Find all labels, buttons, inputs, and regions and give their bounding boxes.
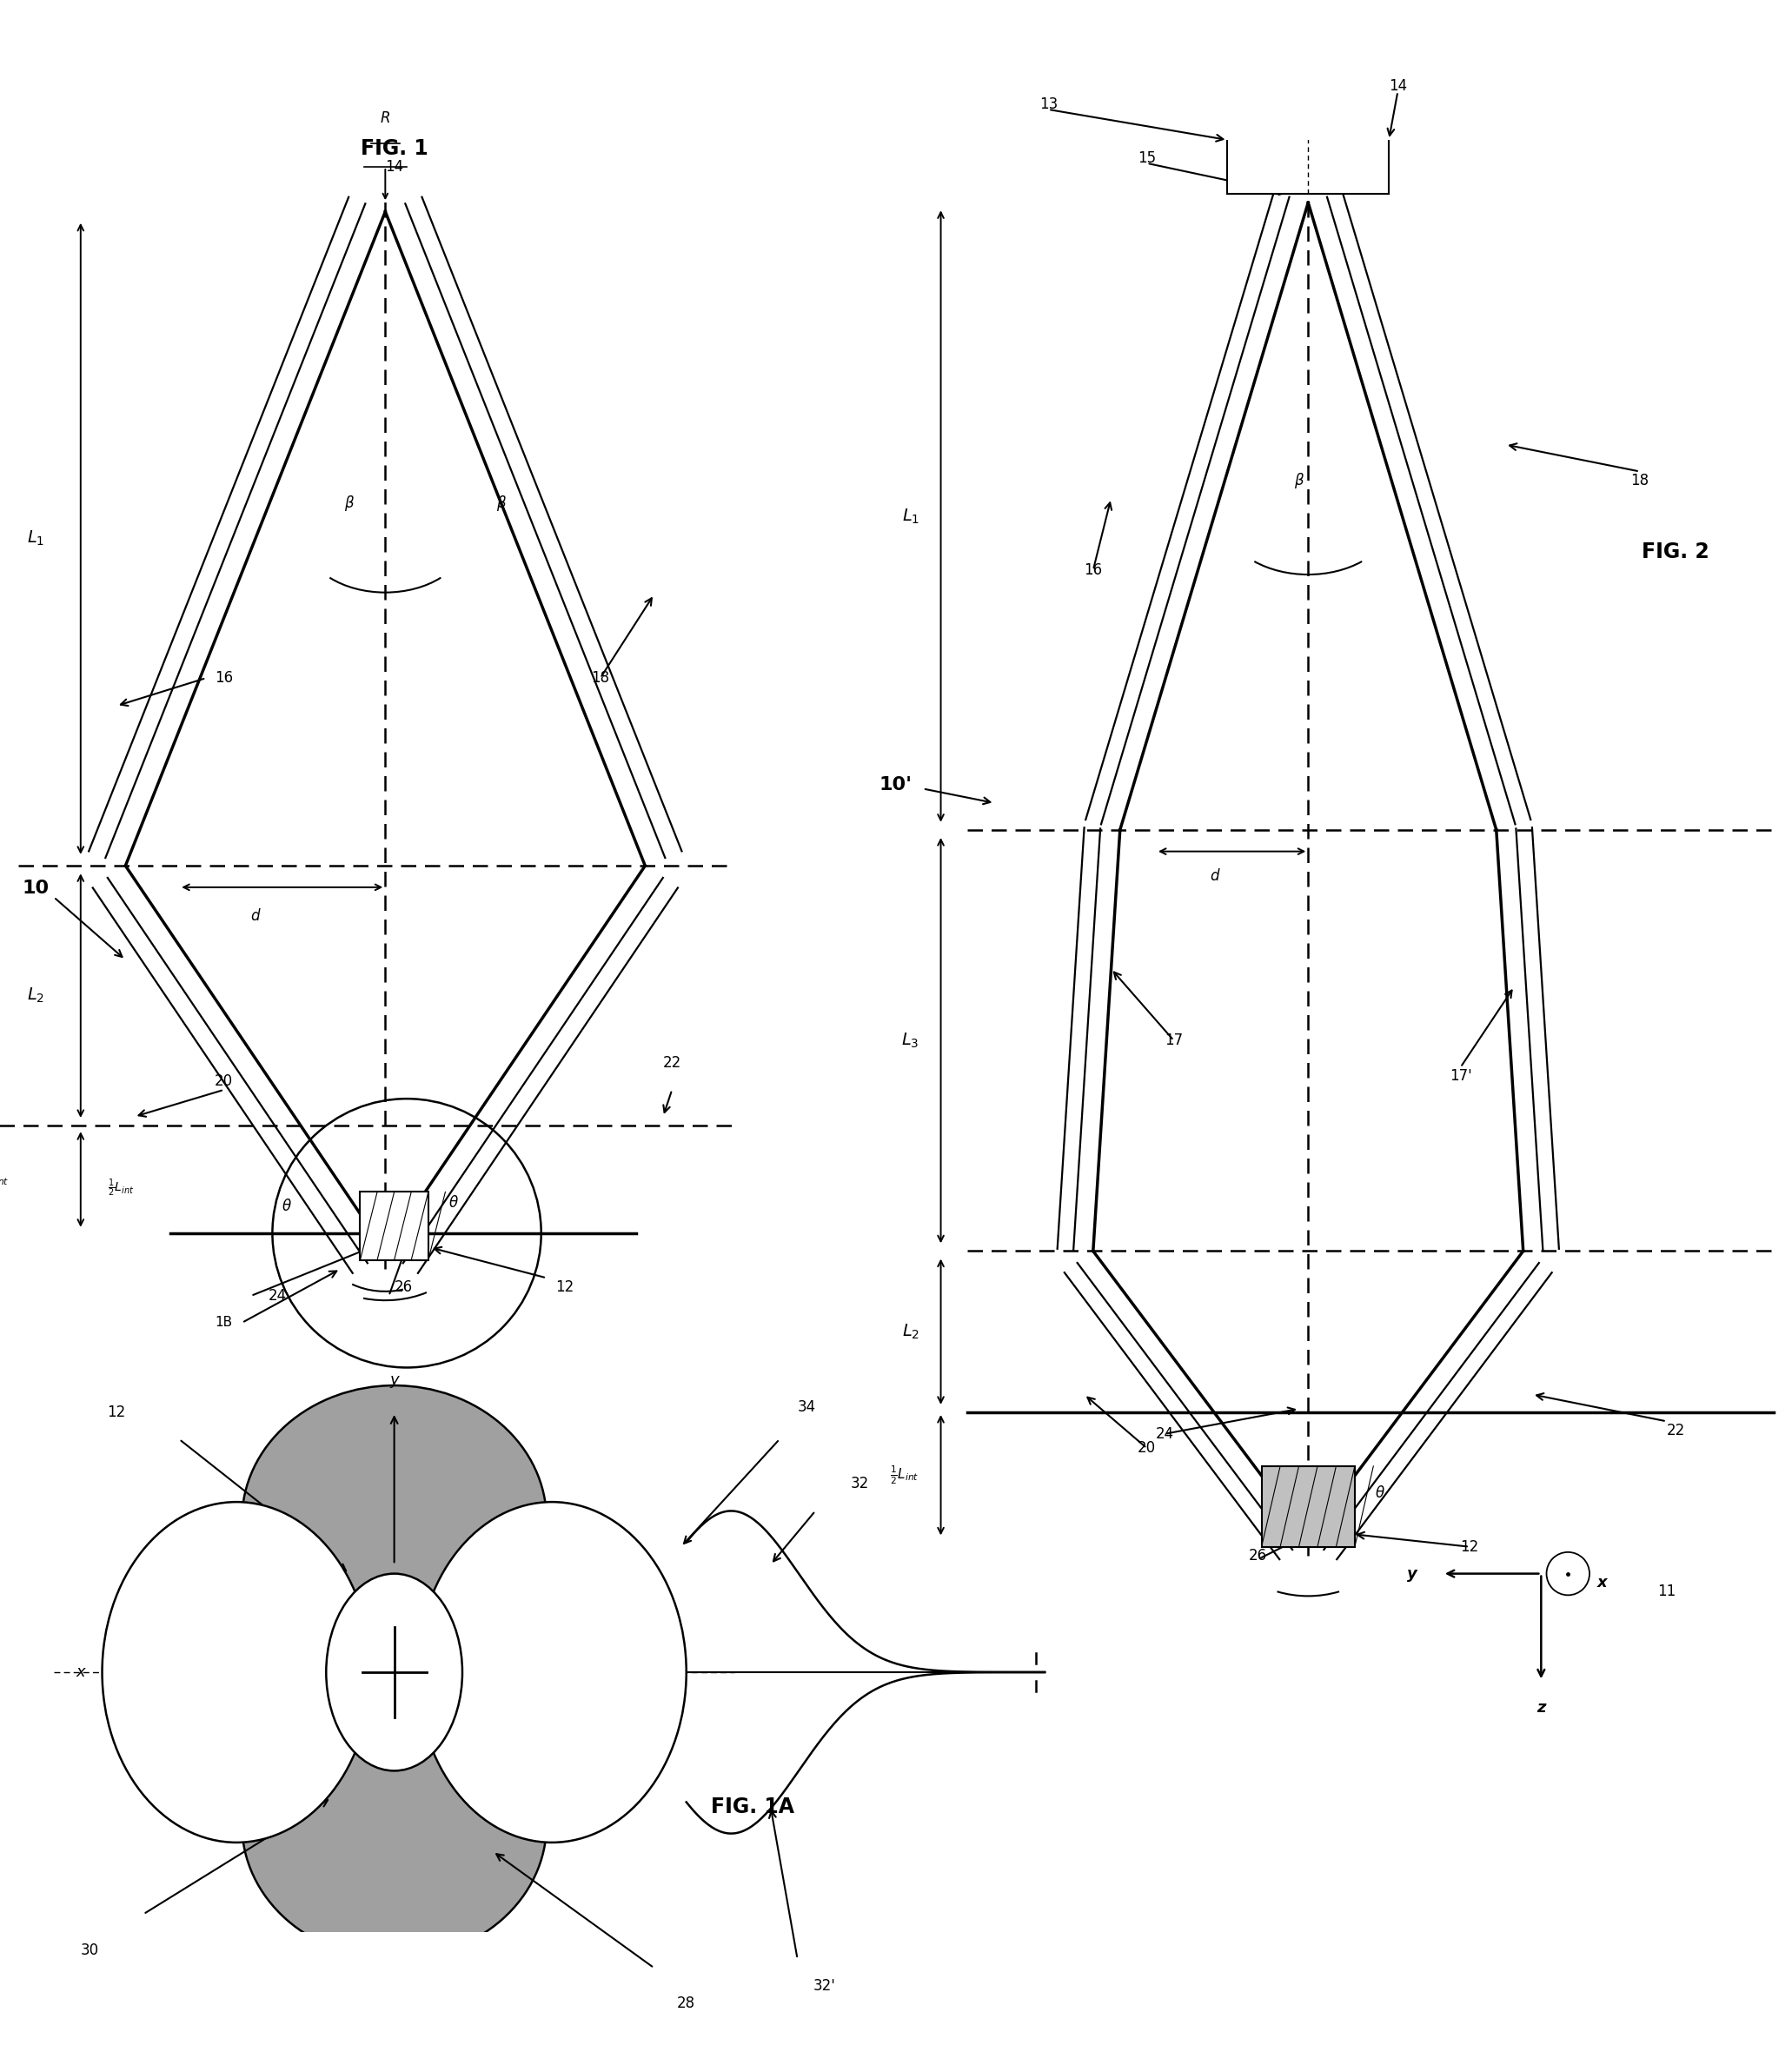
Text: y: y xyxy=(1407,1566,1417,1581)
Text: 28: 28 xyxy=(677,1995,695,2012)
Text: z: z xyxy=(1536,1701,1546,1716)
Ellipse shape xyxy=(242,1691,547,1958)
Text: $\frac{1}{2}L_{int}$: $\frac{1}{2}L_{int}$ xyxy=(108,1177,134,1200)
Text: 26: 26 xyxy=(394,1278,412,1295)
Text: 16: 16 xyxy=(215,669,233,686)
Text: 17: 17 xyxy=(1165,1032,1183,1048)
Text: $L_1$: $L_1$ xyxy=(901,508,919,526)
Text: $\beta$: $\beta$ xyxy=(1294,470,1305,489)
Text: 22: 22 xyxy=(1667,1423,1684,1438)
Text: $L_2$: $L_2$ xyxy=(901,1322,919,1341)
Text: $L_2$: $L_2$ xyxy=(27,986,45,1005)
Text: $\beta$: $\beta$ xyxy=(344,493,355,512)
Text: 10': 10' xyxy=(880,777,912,794)
Bar xyxy=(1228,77,1389,193)
Text: 11: 11 xyxy=(1658,1583,1676,1600)
Ellipse shape xyxy=(326,1573,462,1772)
Ellipse shape xyxy=(242,1386,547,1653)
Text: 34: 34 xyxy=(797,1399,815,1415)
Text: d: d xyxy=(1210,868,1219,885)
Bar xyxy=(360,1191,428,1260)
Text: 30: 30 xyxy=(81,1941,99,1958)
Text: 12: 12 xyxy=(556,1278,573,1295)
Text: 14: 14 xyxy=(1389,79,1407,93)
Text: $\theta$: $\theta$ xyxy=(448,1196,459,1210)
Text: E: E xyxy=(505,1682,516,1697)
Bar xyxy=(1262,1467,1355,1548)
Text: 1B: 1B xyxy=(215,1316,233,1330)
Text: x: x xyxy=(1597,1575,1607,1591)
Text: 18: 18 xyxy=(1631,472,1649,489)
Text: $L_3$: $L_3$ xyxy=(901,1032,919,1051)
Text: $L_1$: $L_1$ xyxy=(27,530,45,547)
Text: 13: 13 xyxy=(1039,95,1057,112)
Text: 10: 10 xyxy=(22,879,50,897)
Circle shape xyxy=(1546,1552,1590,1595)
Text: 26: 26 xyxy=(1249,1548,1267,1564)
Text: 15: 15 xyxy=(1138,149,1156,166)
Text: x: x xyxy=(75,1664,86,1680)
Text: 17': 17' xyxy=(1450,1069,1471,1084)
Text: FIG. 1A: FIG. 1A xyxy=(711,1796,794,1817)
Text: 24: 24 xyxy=(1156,1426,1174,1442)
Text: R: R xyxy=(380,110,391,126)
Text: $\theta$: $\theta$ xyxy=(281,1198,292,1214)
Text: FIG. 2: FIG. 2 xyxy=(1641,541,1710,564)
Text: 32': 32' xyxy=(814,1979,835,1993)
Text: 24: 24 xyxy=(269,1289,287,1303)
Text: 20: 20 xyxy=(1138,1440,1156,1457)
Text: FIG. 1: FIG. 1 xyxy=(360,139,428,160)
Text: d: d xyxy=(251,908,260,924)
Text: $\beta$: $\beta$ xyxy=(496,493,507,512)
Text: 18: 18 xyxy=(591,669,609,686)
Text: 14: 14 xyxy=(385,160,403,174)
Ellipse shape xyxy=(418,1502,686,1842)
Text: $\theta$: $\theta$ xyxy=(1374,1486,1385,1500)
Text: 12: 12 xyxy=(1460,1539,1478,1554)
Text: $\frac{1}{2}L_{int}$: $\frac{1}{2}L_{int}$ xyxy=(0,1169,9,1191)
Text: 32: 32 xyxy=(851,1475,869,1492)
Text: y: y xyxy=(389,1372,400,1388)
Text: 16: 16 xyxy=(1084,562,1102,578)
Text: $\frac{1}{2}L_{int}$: $\frac{1}{2}L_{int}$ xyxy=(891,1465,919,1486)
Text: 22: 22 xyxy=(663,1055,681,1071)
Ellipse shape xyxy=(102,1502,371,1842)
Text: 20: 20 xyxy=(215,1073,233,1088)
Text: 12: 12 xyxy=(108,1405,125,1419)
